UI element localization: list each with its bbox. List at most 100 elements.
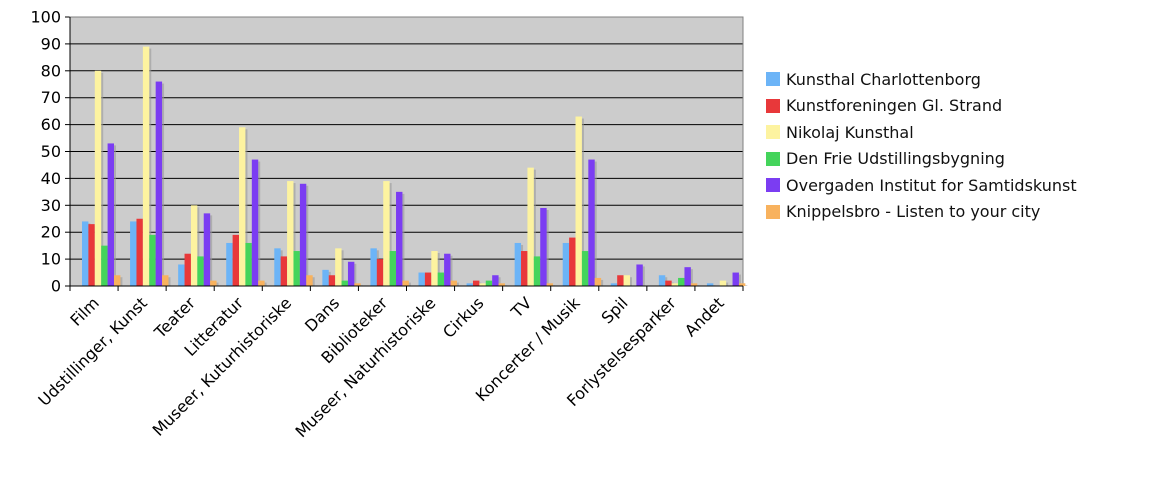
y-tick-label: 70: [41, 88, 61, 107]
bar: [684, 267, 691, 286]
bar: [521, 251, 528, 286]
bar: [444, 253, 451, 286]
y-tick-label: 90: [41, 34, 61, 53]
legend-label: Kunstforeningen Gl. Strand: [786, 96, 1003, 116]
y-tick-label: 100: [30, 8, 61, 27]
legend-swatch: [766, 98, 780, 113]
bar: [562, 242, 570, 286]
legend-item: Overgaden Institut for Samtidskunst: [766, 172, 1077, 199]
y-tick-label: 30: [41, 196, 61, 215]
legend-label: Knippelsbro - Listen to your city: [786, 202, 1041, 222]
bar: [418, 272, 425, 286]
x-tick-label: Film: [66, 293, 102, 329]
bar: [88, 224, 95, 286]
legend-swatch: [766, 72, 780, 87]
bar: [690, 283, 698, 286]
legend: Kunsthal Charlottenborg Kunstforeningen G…: [766, 66, 1077, 225]
x-tick-label: Cirkus: [439, 293, 487, 341]
bar: [492, 275, 499, 286]
bar: [82, 221, 89, 286]
bar: [274, 248, 281, 286]
bar: [130, 221, 137, 286]
legend-item: Den Frie Udstillingsbygning: [766, 146, 1077, 173]
legend-label: Nikolaj Kunsthal: [786, 122, 914, 142]
bar: [533, 256, 541, 286]
bar: [101, 245, 108, 286]
bar: [732, 272, 739, 286]
legend-swatch: [766, 204, 780, 219]
bar: [588, 159, 595, 286]
bar: [527, 167, 534, 286]
legend-label: Den Frie Udstillingsbygning: [786, 149, 1005, 169]
bar: [402, 280, 409, 286]
legend-label: Overgaden Institut for Samtidskunst: [786, 175, 1077, 195]
bar: [335, 248, 342, 286]
bar: [665, 280, 672, 286]
bar: [498, 283, 505, 286]
bar: [341, 280, 348, 286]
bar: [636, 264, 643, 286]
bar: [347, 261, 355, 286]
bar: [738, 283, 746, 286]
bar: [485, 280, 493, 286]
bar: [287, 181, 294, 286]
bar: [623, 275, 630, 286]
bar: [514, 242, 522, 286]
bar: [149, 234, 156, 286]
bar: [581, 251, 589, 286]
bar: [396, 191, 403, 286]
bar: [431, 251, 438, 286]
bar: [472, 280, 480, 286]
bar: [197, 256, 204, 286]
bar: [322, 269, 329, 286]
legend-item: Kunstforeningen Gl. Strand: [766, 93, 1077, 120]
bar: [293, 251, 300, 286]
y-tick-label: 50: [41, 142, 61, 161]
bar: [94, 70, 102, 286]
bar: [136, 218, 143, 286]
bar: [594, 277, 602, 286]
bar: [251, 159, 259, 286]
y-tick-label: 0: [51, 277, 61, 296]
bar: [569, 237, 576, 286]
x-tick-label: Andet: [681, 293, 728, 340]
bar: [299, 183, 307, 286]
bar: [479, 283, 486, 286]
bar: [190, 205, 198, 286]
bar: [671, 283, 679, 286]
bar: [142, 46, 150, 287]
bar: [178, 264, 185, 286]
bar: [450, 280, 457, 286]
bar: [376, 259, 384, 286]
bar: [437, 272, 445, 286]
y-tick-label: 80: [41, 61, 61, 80]
bar: [546, 283, 554, 286]
legend-item: Kunsthal Charlottenborg: [766, 66, 1077, 93]
bar: [245, 242, 252, 286]
x-tick-label: Dans: [301, 293, 343, 335]
bar: [466, 283, 473, 286]
x-tick-label: Spil: [598, 293, 632, 327]
bar: [280, 256, 288, 286]
bar: [658, 275, 666, 286]
bar: [306, 275, 313, 286]
bar: [184, 253, 191, 286]
y-tick-label: 40: [41, 169, 61, 188]
legend-item: Knippelsbro - Listen to your city: [766, 199, 1077, 226]
legend-swatch: [766, 178, 780, 193]
legend-swatch: [766, 151, 780, 166]
bar: [232, 234, 240, 286]
bar: [389, 251, 397, 286]
bar: [678, 277, 685, 286]
bar: [719, 280, 727, 286]
bar: [706, 283, 714, 286]
bar: [424, 272, 432, 286]
bar: [610, 283, 618, 286]
bar: [114, 275, 121, 286]
y-tick-label: 20: [41, 223, 61, 242]
legend-item: Nikolaj Kunsthal: [766, 119, 1077, 146]
bar: [575, 116, 582, 286]
bar: [203, 213, 211, 286]
